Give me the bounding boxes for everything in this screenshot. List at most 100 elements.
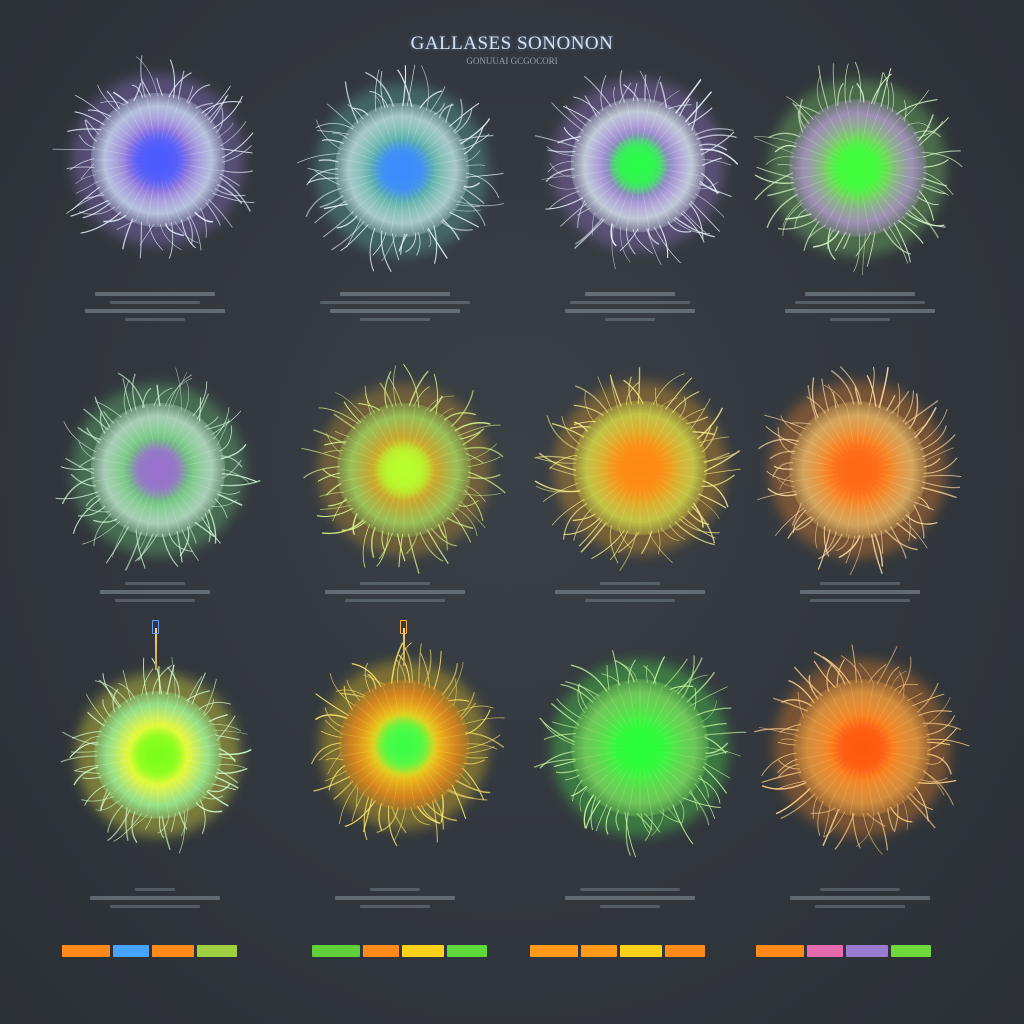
striation	[878, 473, 925, 482]
striation	[368, 113, 393, 153]
striation	[173, 482, 209, 513]
filament	[817, 529, 831, 570]
striation	[161, 693, 170, 736]
striation	[381, 489, 398, 532]
filament	[822, 808, 840, 847]
label-block-r1c3	[535, 292, 725, 326]
filament	[699, 183, 732, 198]
filament	[696, 134, 737, 140]
legend-bar-segment	[530, 945, 578, 957]
striation	[650, 114, 681, 150]
striation	[107, 117, 143, 148]
filament	[551, 102, 584, 132]
filament	[344, 81, 359, 124]
filament	[694, 783, 716, 819]
filament	[397, 69, 413, 107]
striation	[93, 163, 138, 172]
filament	[178, 809, 186, 854]
striation	[581, 131, 621, 156]
filament	[316, 507, 353, 518]
striation	[343, 722, 386, 739]
striation	[422, 158, 467, 167]
filament	[549, 190, 580, 209]
striation	[871, 485, 902, 522]
filament	[72, 497, 102, 535]
striation	[421, 712, 460, 736]
striation	[850, 768, 859, 815]
filament	[753, 137, 795, 155]
filament	[534, 135, 577, 148]
striation	[653, 763, 684, 800]
striation	[646, 767, 664, 812]
striation	[146, 180, 155, 225]
filament	[465, 172, 500, 199]
filament	[884, 529, 918, 551]
filament	[686, 671, 716, 703]
organism-r1c4	[753, 61, 963, 276]
striation	[846, 188, 855, 235]
filament	[201, 101, 242, 114]
filament	[539, 717, 576, 743]
filament	[922, 770, 954, 806]
legend-bar-segment	[312, 945, 360, 957]
striation	[170, 769, 199, 803]
filament	[678, 518, 720, 534]
filament	[459, 500, 486, 529]
legend-bar-segment	[152, 945, 194, 957]
filament	[920, 425, 947, 451]
striation	[653, 696, 684, 733]
striation	[877, 476, 922, 494]
filament	[757, 490, 797, 500]
filament	[807, 385, 817, 420]
filament	[393, 365, 397, 407]
striation	[423, 476, 466, 493]
striation	[864, 104, 882, 149]
striation	[175, 480, 215, 504]
filament	[139, 221, 143, 259]
filament	[580, 522, 608, 553]
filament	[202, 678, 217, 715]
striation	[174, 764, 213, 787]
filament	[534, 455, 577, 461]
striation	[882, 751, 929, 760]
striation	[814, 116, 845, 153]
striation	[653, 122, 689, 153]
striation	[795, 751, 842, 760]
filament	[890, 526, 907, 559]
striation	[359, 119, 390, 155]
striation	[146, 95, 155, 140]
filament	[583, 794, 595, 829]
striation	[606, 689, 630, 730]
filament	[538, 452, 577, 472]
striation	[615, 103, 632, 146]
filament	[818, 65, 829, 110]
filament	[704, 731, 747, 736]
striation	[407, 764, 416, 809]
striation	[416, 485, 447, 521]
striation	[575, 471, 620, 480]
filament	[82, 521, 121, 545]
filament	[849, 535, 864, 576]
striation	[871, 418, 902, 455]
striation	[410, 489, 427, 532]
filament	[690, 398, 711, 430]
filament	[448, 102, 480, 128]
striation	[124, 103, 149, 143]
pin-marker-r3c2	[403, 628, 405, 666]
striation	[359, 185, 390, 221]
legend-bar-segment	[363, 945, 399, 957]
label-block-r1c1	[60, 292, 250, 326]
striation	[354, 703, 389, 733]
striation	[659, 474, 702, 491]
striation	[337, 158, 382, 167]
striation	[589, 480, 625, 511]
striation	[379, 108, 396, 151]
filament	[637, 367, 641, 405]
striation	[861, 403, 870, 450]
legend-bar-segment	[891, 945, 931, 957]
striation	[339, 473, 384, 482]
filament	[539, 750, 575, 769]
striation	[573, 736, 620, 745]
striation	[164, 696, 180, 737]
striation	[177, 166, 220, 183]
